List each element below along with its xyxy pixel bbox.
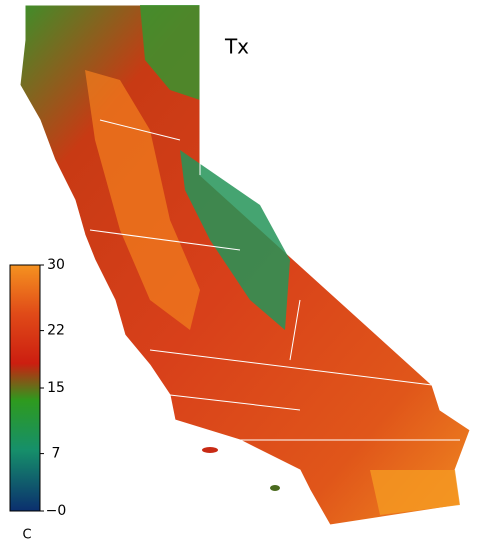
- colorbar-ticks: 30 22 15 7 −0: [40, 257, 66, 519]
- map-title: Tx: [224, 35, 249, 59]
- colorbar: [9, 264, 41, 512]
- tick-label: 15: [47, 380, 65, 396]
- california: [19, 4, 471, 526]
- tick-label: 30: [47, 257, 65, 273]
- tick-label: 22: [47, 323, 65, 339]
- tick-label: 7: [52, 446, 61, 462]
- colorbar-unit: C: [22, 528, 31, 543]
- tick-label: −0: [46, 503, 67, 519]
